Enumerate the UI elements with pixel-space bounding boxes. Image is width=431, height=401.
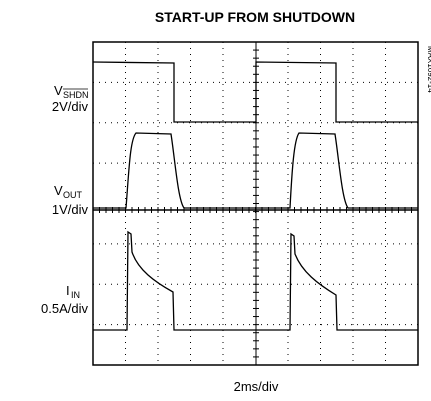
iin-trace [93, 230, 418, 331]
vout-symbol: V [54, 183, 63, 198]
vout-scale: 1V/div [52, 202, 89, 217]
traces [92, 61, 418, 331]
iin-symbol: I [66, 283, 70, 298]
figure-id: MAX1692-14 [426, 46, 431, 93]
vout-trace [93, 132, 418, 209]
grid [93, 42, 418, 365]
shdn-scale: 2V/div [52, 99, 89, 114]
iin-subscript: IN [71, 290, 80, 300]
iin-scale: 0.5A/div [41, 301, 88, 316]
vout-subscript: OUT [63, 190, 83, 200]
title: START-UP FROM SHUTDOWN [155, 9, 355, 25]
shdn-trace [92, 61, 418, 123]
shdn-symbol: V [54, 83, 63, 98]
shdn-subscript: SHDN [63, 90, 89, 100]
time-scale: 2ms/div [234, 379, 279, 394]
